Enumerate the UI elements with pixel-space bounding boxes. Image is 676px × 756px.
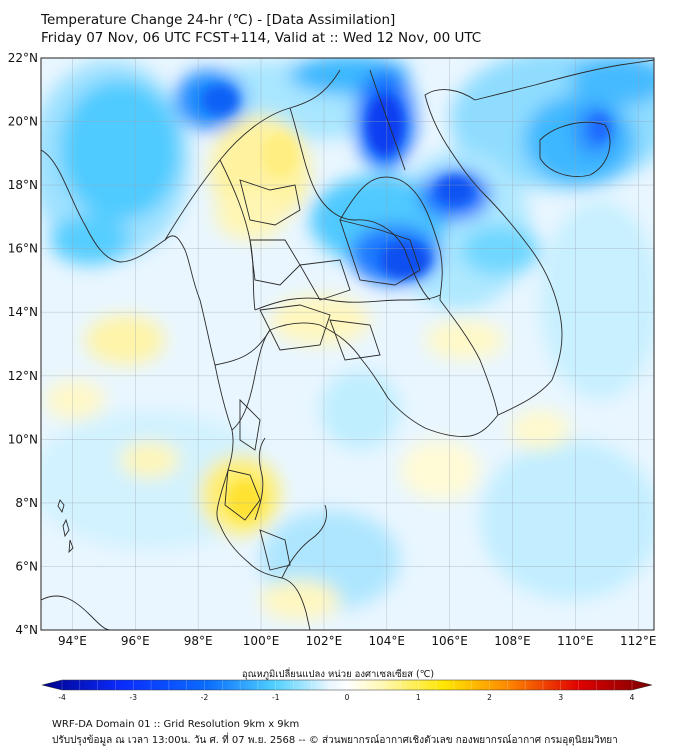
lon-label: 104°E bbox=[369, 634, 406, 648]
lon-label: 98°E bbox=[184, 634, 213, 648]
colorbar-tick-label: 0 bbox=[345, 693, 350, 702]
lat-label: 16°N bbox=[8, 242, 38, 256]
colorbar-tick-label: 4 bbox=[630, 693, 635, 702]
lat-label: 14°N bbox=[8, 305, 38, 319]
longitude-labels: 94°E 96°E 98°E 100°E 102°E 104°E 106°E 108°E 110… bbox=[58, 634, 657, 648]
map-title: Temperature Change 24-hr (℃) - [Data Ass… bbox=[41, 12, 396, 28]
colorbar: -4 -3 -2 -1 0 1 2 3 4 bbox=[41, 679, 653, 702]
lat-label: 8°N bbox=[15, 496, 38, 510]
colorbar-tick-label: 2 bbox=[487, 693, 492, 702]
colorbar-tick-label: 1 bbox=[416, 693, 421, 702]
lat-label: 20°N bbox=[8, 115, 38, 129]
lon-label: 112°E bbox=[620, 634, 657, 648]
lat-label: 22°N bbox=[8, 51, 38, 65]
lat-label: 6°N bbox=[15, 559, 38, 573]
colorbar-tick-label: -3 bbox=[130, 693, 138, 702]
lon-label: 110°E bbox=[557, 634, 594, 648]
graticule bbox=[41, 57, 654, 631]
lon-label: 94°E bbox=[58, 634, 87, 648]
colorbar-tick-label: -2 bbox=[201, 693, 209, 702]
plot-frame bbox=[40, 57, 655, 631]
map-subtitle: Friday 07 Nov, 06 UTC FCST+114, Valid at… bbox=[41, 30, 482, 46]
colorbar-label: อุณหภูมิเปลี่ยนแปลง หน่วย องศาเซลเซียส (… bbox=[241, 669, 435, 680]
lat-label: 18°N bbox=[8, 178, 38, 192]
coastlines-and-borders bbox=[41, 59, 654, 630]
footer-credit: ปรับปรุงข้อมูล ณ เวลา 13:00น. วัน ศ. ที่… bbox=[52, 735, 618, 746]
lat-label: 4°N bbox=[15, 623, 38, 637]
colorbar-tick-label: 3 bbox=[558, 693, 563, 702]
lat-label: 12°N bbox=[8, 369, 38, 383]
lon-label: 102°E bbox=[306, 634, 343, 648]
colorbar-bar bbox=[41, 679, 653, 691]
latitude-labels: 22°N 20°N 18°N 16°N 14°N 12°N 10°N 8°N 6°N 4°N bbox=[8, 51, 38, 637]
colorbar-tick-label: -4 bbox=[58, 693, 66, 702]
lon-label: 106°E bbox=[431, 634, 468, 648]
footer-model-info: WRF-DA Domain 01 :: Grid Resolution 9km … bbox=[52, 719, 300, 730]
lon-label: 100°E bbox=[243, 634, 280, 648]
lon-label: 96°E bbox=[121, 634, 150, 648]
lon-label: 108°E bbox=[494, 634, 531, 648]
temperature-field bbox=[41, 58, 654, 630]
colorbar-tick-label: -1 bbox=[272, 693, 280, 702]
lat-label: 10°N bbox=[8, 432, 38, 446]
